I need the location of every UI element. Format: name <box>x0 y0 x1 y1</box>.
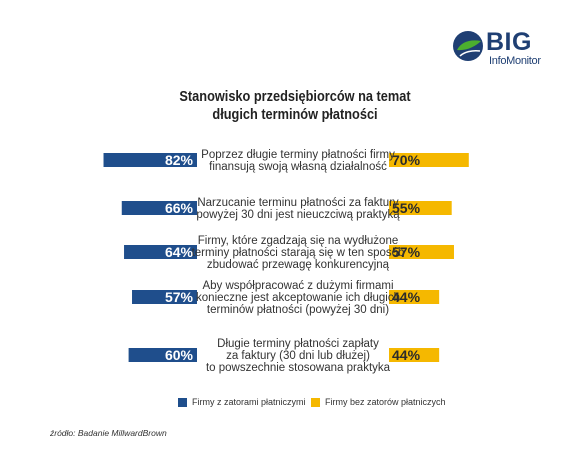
bar-without-delays-3 <box>389 245 454 259</box>
logo-globe-icon <box>453 31 483 61</box>
bar-without-delays-1 <box>389 153 469 167</box>
category-label-3-line-1: Firmy, które zgadzają się na wydłużone <box>198 235 399 247</box>
category-label-4-line-3: terminów płatności (powyżej 30 dni) <box>207 304 389 316</box>
bar-with-delays-4 <box>132 290 197 304</box>
category-label-4-line-2: konieczne jest akceptowanie ich długich <box>196 292 400 304</box>
logo-text-big: BIG <box>486 28 532 56</box>
legend-label-with-delays: Firmy z zatorami płatniczymi <box>192 397 306 407</box>
category-label-5-line-2: za faktury (30 dni lub dłużej) <box>226 350 370 362</box>
bar-with-delays-3 <box>124 245 197 259</box>
logo-text-sub: InfoMonitor <box>489 55 541 67</box>
category-label-3-line-3: zbudować przewagę konkurencyjną <box>207 259 390 271</box>
value-label-with-delays-5: 60% <box>165 347 194 363</box>
bar-without-delays-4 <box>389 290 440 304</box>
legend-swatch-with-delays <box>178 398 187 407</box>
value-label-without-delays-2: 55% <box>392 200 421 216</box>
legend-swatch-without-delays <box>311 398 320 407</box>
chart-title-line-2: długich terminów płatności <box>212 107 378 123</box>
chart-title-line-1: Stanowisko przedsiębiorców na temat <box>179 89 411 105</box>
chart-title: Stanowisko przedsiębiorców na temat dług… <box>167 88 422 124</box>
source-note: źródło: Badanie MillwardBrown <box>50 428 167 438</box>
value-label-without-delays-4: 44% <box>392 289 421 305</box>
value-label-with-delays-4: 57% <box>165 289 194 305</box>
value-label-without-delays-1: 70% <box>392 152 421 168</box>
category-label-2-line-1: Narzucanie terminu płatności za faktury <box>197 197 399 209</box>
category-label-1-line-1: Poprzez długie terminy płatności firmy <box>201 149 395 161</box>
category-label-3-line-2: terminy płatności starają się w ten spos… <box>192 247 405 259</box>
big-infomonitor-logo: BIG InfoMonitor <box>452 28 562 68</box>
value-label-with-delays-3: 64% <box>165 244 194 260</box>
bar-without-delays-5 <box>389 348 440 362</box>
bar-with-delays-2 <box>121 201 197 215</box>
value-label-with-delays-2: 66% <box>165 200 194 216</box>
category-label-5-line-3: to powszechnie stosowana praktyka <box>206 362 391 374</box>
category-label-4-line-1: Aby współpracować z dużymi firmami <box>202 280 393 292</box>
bar-with-delays-5 <box>128 348 197 362</box>
value-label-without-delays-5: 44% <box>392 347 421 363</box>
category-label-1-line-2: finansują swoją własną działalność <box>209 161 387 173</box>
bar-with-delays-1 <box>103 153 197 167</box>
category-label-2-line-2: powyżej 30 dni jest nieuczciwą praktyką <box>196 209 400 221</box>
category-label-5-line-1: Długie terminy płatności zapłaty <box>217 338 379 350</box>
value-label-with-delays-1: 82% <box>165 152 194 168</box>
value-label-without-delays-3: 57% <box>392 244 421 260</box>
legend-label-without-delays: Firmy bez zatorów płatniczych <box>325 397 446 407</box>
bar-without-delays-2 <box>389 201 452 215</box>
